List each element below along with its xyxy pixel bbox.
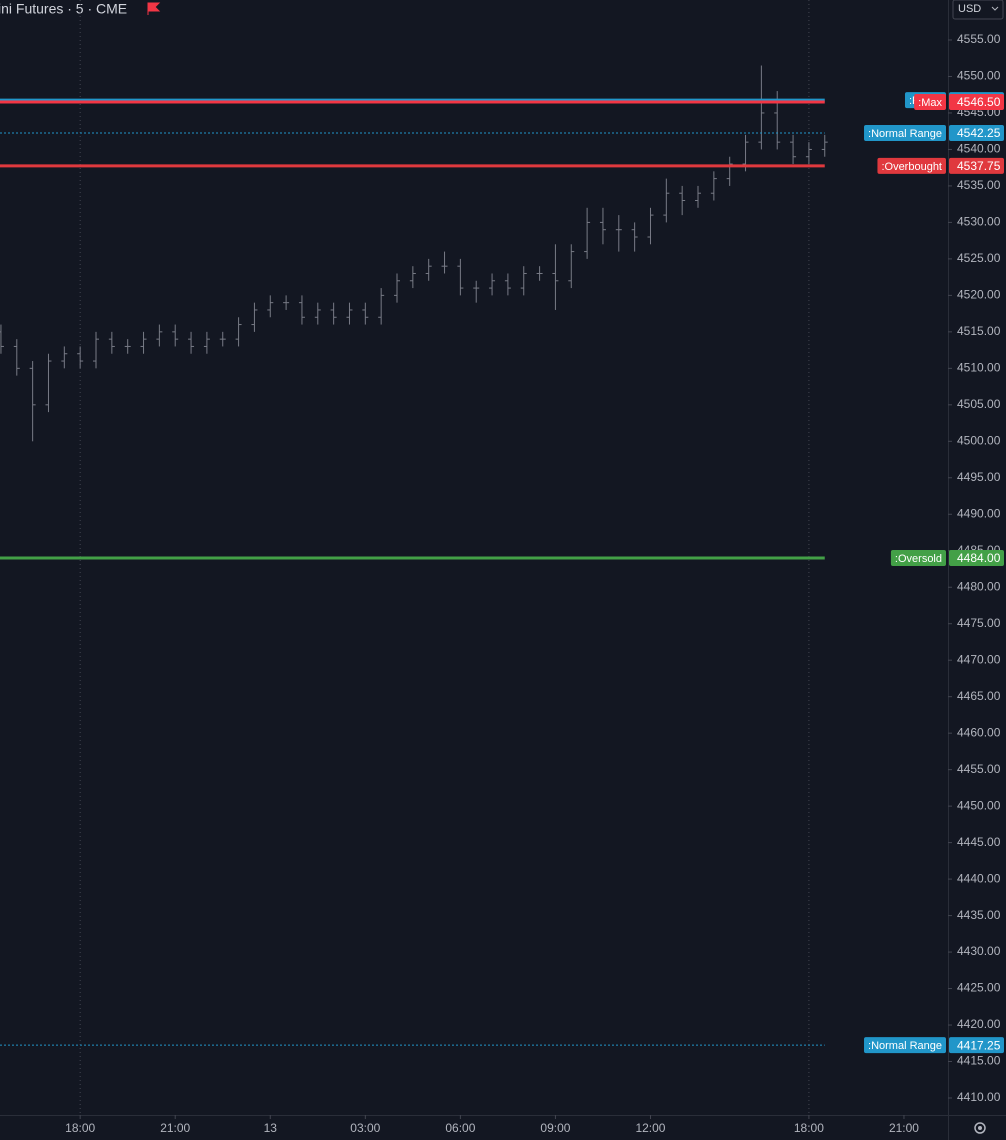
y-tick-label: 4415.00 (957, 1054, 1001, 1068)
y-tick-label: 4510.00 (957, 361, 1001, 375)
y-tick-label: 4550.00 (957, 69, 1001, 83)
y-tick-label: 4535.00 (957, 178, 1001, 192)
level-name-tag (914, 94, 946, 111)
level-price: 4542.25 (957, 126, 1001, 140)
settings-icon[interactable] (974, 1122, 986, 1134)
level-name-tag (877, 157, 946, 174)
level-name: :Max (918, 97, 942, 109)
y-tick-label: 4445.00 (957, 835, 1001, 849)
y-tick-label: 4475.00 (957, 616, 1001, 630)
level-price-tag (949, 157, 1004, 174)
y-tick-label: 4530.00 (957, 215, 1001, 229)
level-price: 4417.25 (957, 1038, 1001, 1052)
level-price-tag (949, 125, 1004, 142)
dropdown-arrow (991, 6, 999, 11)
x-tick-label: 18:00 (65, 1121, 95, 1135)
level-name: :Normal Range (868, 128, 942, 140)
x-tick-label: 09:00 (540, 1121, 570, 1135)
x-tick-label: 06:00 (445, 1121, 475, 1135)
x-tick-label: 18:00 (794, 1121, 824, 1135)
y-tick-label: 4410.00 (957, 1090, 1001, 1104)
level-price-tag (949, 550, 1004, 567)
y-tick-label: 4500.00 (957, 433, 1001, 447)
y-tick-label: 4525.00 (957, 251, 1001, 265)
currency-label: USD (958, 3, 981, 15)
y-tick-label: 4505.00 (957, 397, 1001, 411)
y-tick-label: 4490.00 (957, 506, 1001, 520)
y-tick-label: 4515.00 (957, 324, 1001, 338)
flag-icon (147, 2, 161, 15)
y-tick-label: 4465.00 (957, 689, 1001, 703)
chart-title: ini Futures · 5 · CME (0, 1, 127, 17)
settings-icon-center (978, 1126, 982, 1130)
x-tick-label: 03:00 (350, 1121, 380, 1135)
y-tick-label: 4450.00 (957, 798, 1001, 812)
x-tick-label: 13 (264, 1121, 278, 1135)
level-name-tag (864, 125, 946, 142)
level-price: 4546.50 (957, 95, 1001, 109)
level-name: :Normal Range (868, 1040, 942, 1052)
y-tick-label: 4480.00 (957, 579, 1001, 593)
level-name-tag (864, 1037, 946, 1054)
level-price-tag (949, 1037, 1004, 1054)
y-tick-label: 4455.00 (957, 762, 1001, 776)
y-tick-label: 4520.00 (957, 288, 1001, 302)
y-tick-label: 4540.00 (957, 142, 1001, 156)
x-tick-label: 21:00 (160, 1121, 190, 1135)
x-tick-label: 12:00 (635, 1121, 665, 1135)
level-price-tag (949, 94, 1004, 111)
y-tick-label: 4495.00 (957, 470, 1001, 484)
level-name: :Overbought (881, 161, 942, 173)
x-tick-label: 21:00 (889, 1121, 919, 1135)
y-tick-label: 4435.00 (957, 908, 1001, 922)
currency-button[interactable] (952, 0, 1004, 20)
y-tick-label: 4440.00 (957, 871, 1001, 885)
level-name: :Oversold (895, 553, 942, 565)
y-tick-label: 4430.00 (957, 944, 1001, 958)
y-tick-label: 4425.00 (957, 981, 1001, 995)
level-price: 4537.75 (957, 159, 1001, 173)
level-price: 4484.00 (957, 551, 1001, 565)
level-name-tag (890, 550, 946, 567)
y-tick-label: 4555.00 (957, 32, 1001, 46)
y-tick-label: 4470.00 (957, 652, 1001, 666)
y-tick-label: 4460.00 (957, 725, 1001, 739)
y-tick-label: 4420.00 (957, 1017, 1001, 1031)
